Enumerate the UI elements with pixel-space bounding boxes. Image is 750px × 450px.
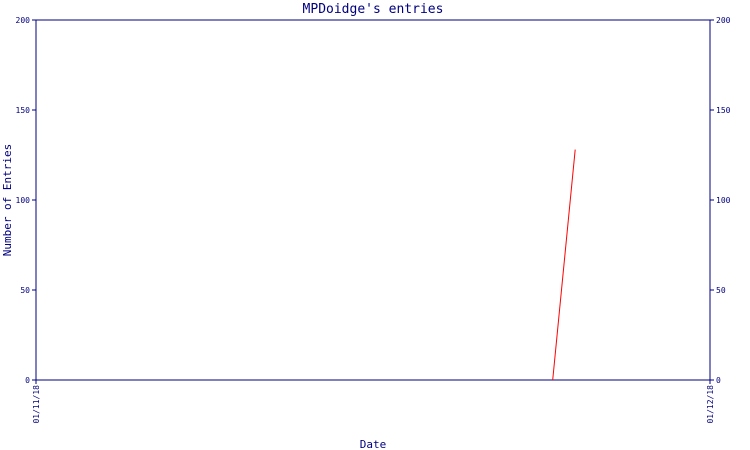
y-tick-label-left: 50 (20, 286, 30, 295)
y-axis-label: Number of Entries (1, 144, 14, 257)
y-tick-label-right: 50 (716, 286, 726, 295)
y-tick-label-right: 0 (716, 376, 721, 385)
y-tick-label-right: 150 (716, 106, 731, 115)
y-axis-left: 0 50 100 150 200 (16, 16, 36, 385)
x-tick-label: 01/11/18 (32, 385, 41, 424)
y-tick-label-left: 100 (16, 196, 31, 205)
x-tick-label: 01/12/18 (706, 385, 715, 424)
chart-title: MPDoidge's entries (303, 2, 444, 17)
plot-area-frame (35, 19, 711, 381)
x-axis: 01/11/18 01/12/18 (32, 380, 715, 424)
entries-series-line (552, 149, 576, 381)
series-layer (552, 149, 576, 381)
y-axis-right: 0 50 100 150 200 (710, 16, 731, 385)
y-tick-label-right: 100 (716, 196, 731, 205)
y-tick-label-left: 150 (16, 106, 31, 115)
x-axis-label: Date (360, 438, 387, 450)
y-tick-label-left: 0 (25, 376, 30, 385)
y-tick-label-right: 200 (716, 16, 731, 25)
y-tick-label-left: 200 (16, 16, 31, 25)
